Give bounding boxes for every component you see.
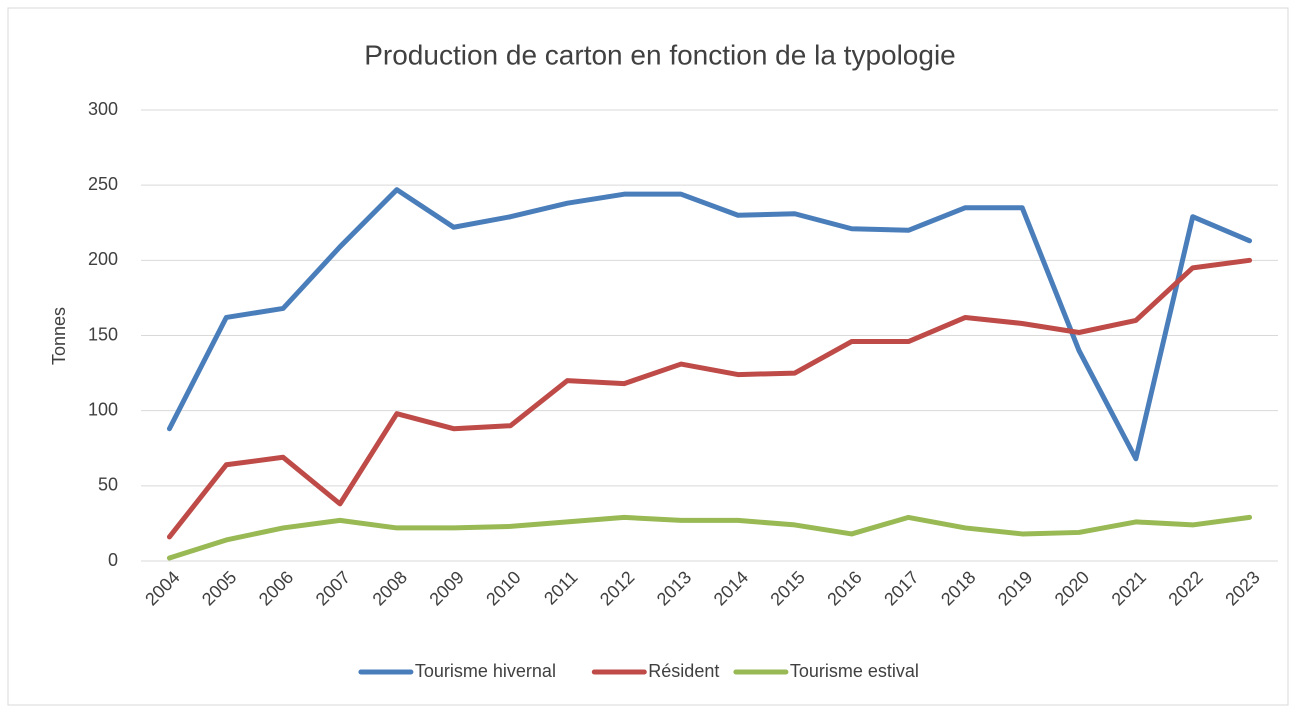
chart-title: Production de carton en fonction de la t…	[364, 39, 956, 70]
line-series	[166, 514, 1253, 561]
y-tick-label: 0	[108, 550, 118, 570]
legend-label: Tourisme hivernal	[415, 661, 556, 681]
y-tick-label: 150	[88, 324, 118, 344]
y-tick-label: 300	[88, 99, 118, 119]
legend-label: Résident	[648, 661, 719, 681]
y-axis-label: Tonnes	[49, 307, 69, 365]
y-tick-label: 50	[98, 475, 118, 495]
y-tick-label: 200	[88, 249, 118, 269]
legend-label: Tourisme estival	[790, 661, 919, 681]
line-series	[166, 187, 1253, 462]
chart-frame	[7, 7, 1289, 706]
y-tick-label: 100	[88, 399, 118, 419]
y-tick-label: 250	[88, 174, 118, 194]
line-series	[166, 257, 1253, 540]
